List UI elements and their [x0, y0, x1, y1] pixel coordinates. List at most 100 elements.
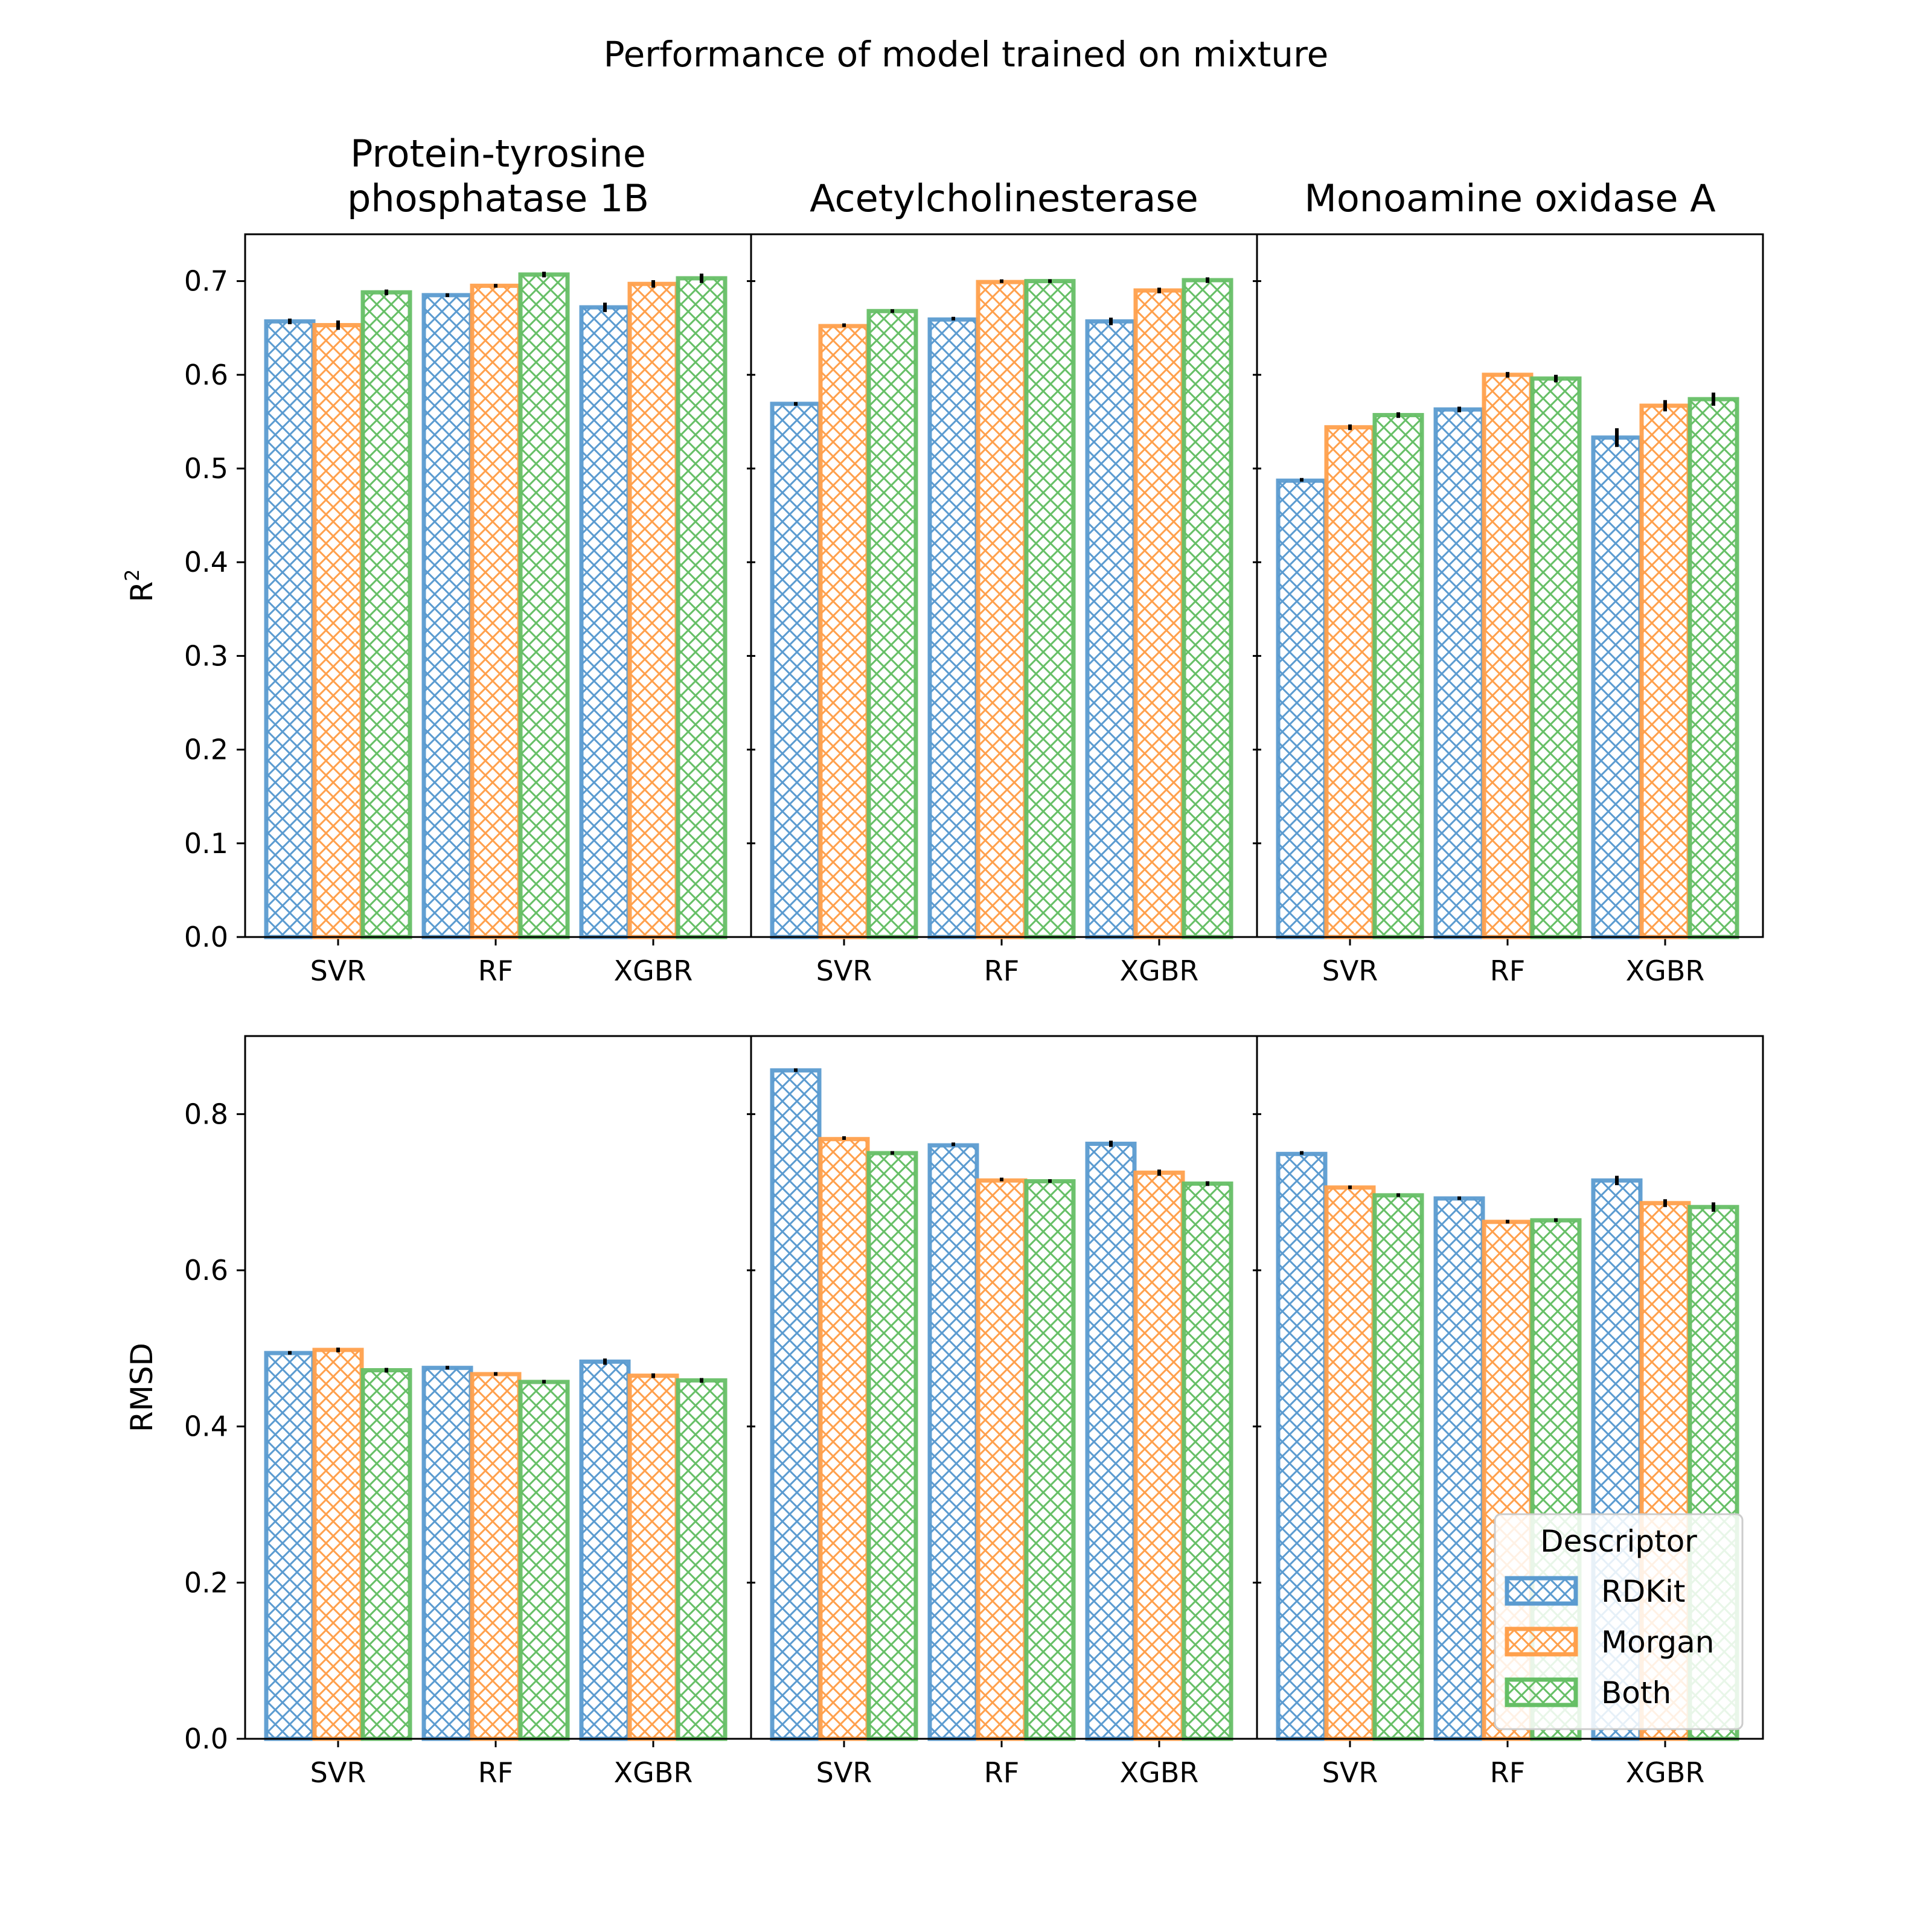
- y-tick-label: 0.6: [184, 359, 228, 391]
- bar-rdkit: [1591, 435, 1643, 939]
- axes-frame: [244, 1035, 1764, 1740]
- legend-label-both: Both: [1601, 1675, 1671, 1710]
- bar-both: [518, 272, 570, 939]
- y-tick-label: 0.4: [184, 1410, 228, 1443]
- bar-rdkit: [421, 293, 473, 939]
- y-axis-title-text: R: [124, 581, 159, 603]
- bar-rdkit: [1276, 1151, 1328, 1741]
- x-tick-label: SVR: [816, 1756, 872, 1789]
- bar-both: [676, 276, 728, 939]
- bar-morgan: [312, 323, 364, 939]
- y-axis-title-text: RMSD: [124, 1343, 159, 1432]
- x-tick-label: SVR: [310, 955, 366, 987]
- figure-title: Performance of model trained on mixture: [604, 34, 1329, 75]
- bar-both: [1024, 1179, 1076, 1741]
- x-tick-label: RF: [984, 1756, 1019, 1789]
- y-tick-label: 0.8: [184, 1098, 228, 1130]
- x-tick-label: SVR: [1322, 955, 1378, 987]
- x-tick-label: XGBR: [1120, 1756, 1199, 1789]
- x-tick-label: XGBR: [614, 955, 693, 987]
- bar-morgan: [976, 1178, 1028, 1741]
- bar-rdkit: [1433, 407, 1485, 939]
- bar-both: [676, 1378, 728, 1741]
- bar-rdkit: [1085, 1141, 1137, 1741]
- bar-rdkit: [264, 1351, 316, 1741]
- y-tick-label: 0.1: [184, 827, 228, 860]
- bar-morgan: [312, 1348, 364, 1741]
- legend-box: [1494, 1513, 1744, 1730]
- legend-title: Descriptor: [1540, 1524, 1697, 1559]
- bar-both: [1182, 1181, 1233, 1741]
- legend-label-rdkit: RDKit: [1601, 1574, 1686, 1609]
- y-tick-label: 0.0: [184, 1722, 228, 1755]
- x-tick-label: SVR: [1322, 1756, 1378, 1789]
- bar-morgan: [1324, 1185, 1376, 1741]
- subplot-1-1: SVR RF XGBR: [770, 1068, 1233, 1789]
- bar-morgan: [1133, 1170, 1185, 1741]
- bar-both: [518, 1380, 570, 1741]
- bar-morgan: [627, 1374, 679, 1741]
- subplot-0-0: SVR RF XGBR: [264, 272, 728, 987]
- legend-swatch-both: [1505, 1677, 1578, 1707]
- x-tick-label: RF: [1490, 955, 1525, 987]
- bar-morgan: [818, 1137, 870, 1741]
- bar-both: [1530, 376, 1582, 939]
- bar-morgan: [1133, 288, 1185, 939]
- bar-both: [1372, 413, 1424, 939]
- bar-morgan: [470, 1372, 522, 1741]
- bar-both: [1182, 278, 1233, 939]
- subplot-0-2: SVR RF XGBR: [1276, 372, 1739, 987]
- bar-morgan: [1639, 403, 1691, 939]
- bar-morgan: [818, 324, 870, 939]
- bar-rdkit: [1433, 1196, 1485, 1741]
- bar-rdkit: [579, 305, 631, 939]
- y-axis-title: R2: [121, 569, 159, 602]
- y-tick-label: 0.5: [184, 452, 228, 485]
- bar-both: [1024, 279, 1076, 939]
- y-tick-label: 0.4: [184, 546, 228, 578]
- y-tick-label: 0.3: [184, 639, 228, 672]
- bar-rdkit: [1085, 319, 1137, 939]
- x-tick-label: SVR: [310, 1756, 366, 1789]
- column-title: phosphatase 1B: [347, 176, 649, 220]
- x-tick-label: XGBR: [1626, 1756, 1705, 1789]
- axes-frame: [244, 233, 1764, 938]
- legend-label-morgan: Morgan: [1601, 1625, 1714, 1660]
- y-axis-title-superscript: 2: [121, 569, 144, 581]
- x-tick-label: RF: [1490, 1756, 1525, 1789]
- bar-rdkit: [421, 1366, 473, 1741]
- bar-morgan: [1324, 425, 1376, 939]
- y-tick-label: 0.6: [184, 1254, 228, 1287]
- x-tick-label: RF: [984, 955, 1019, 987]
- bar-morgan: [1482, 373, 1534, 939]
- bar-both: [866, 1151, 918, 1741]
- x-tick-label: SVR: [816, 955, 872, 987]
- y-tick-label: 0.0: [184, 921, 228, 953]
- x-tick-label: XGBR: [1626, 955, 1705, 987]
- y-axis-title: RMSD: [124, 1343, 159, 1432]
- column-title: Protein-tyrosine: [350, 132, 646, 176]
- bar-rdkit: [927, 1143, 979, 1741]
- column-title: Monoamine oxidase A: [1304, 176, 1715, 220]
- legend-swatch-morgan: [1505, 1627, 1578, 1657]
- subplot-1-0: SVR RF XGBR: [264, 1348, 728, 1789]
- bar-rdkit: [579, 1359, 631, 1741]
- y-tick-label: 0.2: [184, 734, 228, 766]
- bar-both: [360, 1368, 412, 1741]
- x-tick-label: XGBR: [1120, 955, 1199, 987]
- column-title: Acetylcholinesterase: [810, 176, 1198, 220]
- bar-morgan: [627, 281, 679, 939]
- bar-rdkit: [1276, 478, 1328, 939]
- x-tick-label: RF: [478, 955, 513, 987]
- y-tick-label: 0.7: [184, 265, 228, 298]
- subplot-0-1: SVR RF XGBR: [770, 277, 1233, 987]
- bar-rdkit: [927, 317, 979, 939]
- y-tick-label: 0.2: [184, 1566, 228, 1599]
- bar-rdkit: [770, 1068, 822, 1741]
- bar-rdkit: [770, 401, 822, 939]
- legend-swatch-rdkit: [1505, 1576, 1578, 1606]
- x-tick-label: RF: [478, 1756, 513, 1789]
- bar-both: [1687, 397, 1739, 939]
- bar-morgan: [470, 283, 522, 939]
